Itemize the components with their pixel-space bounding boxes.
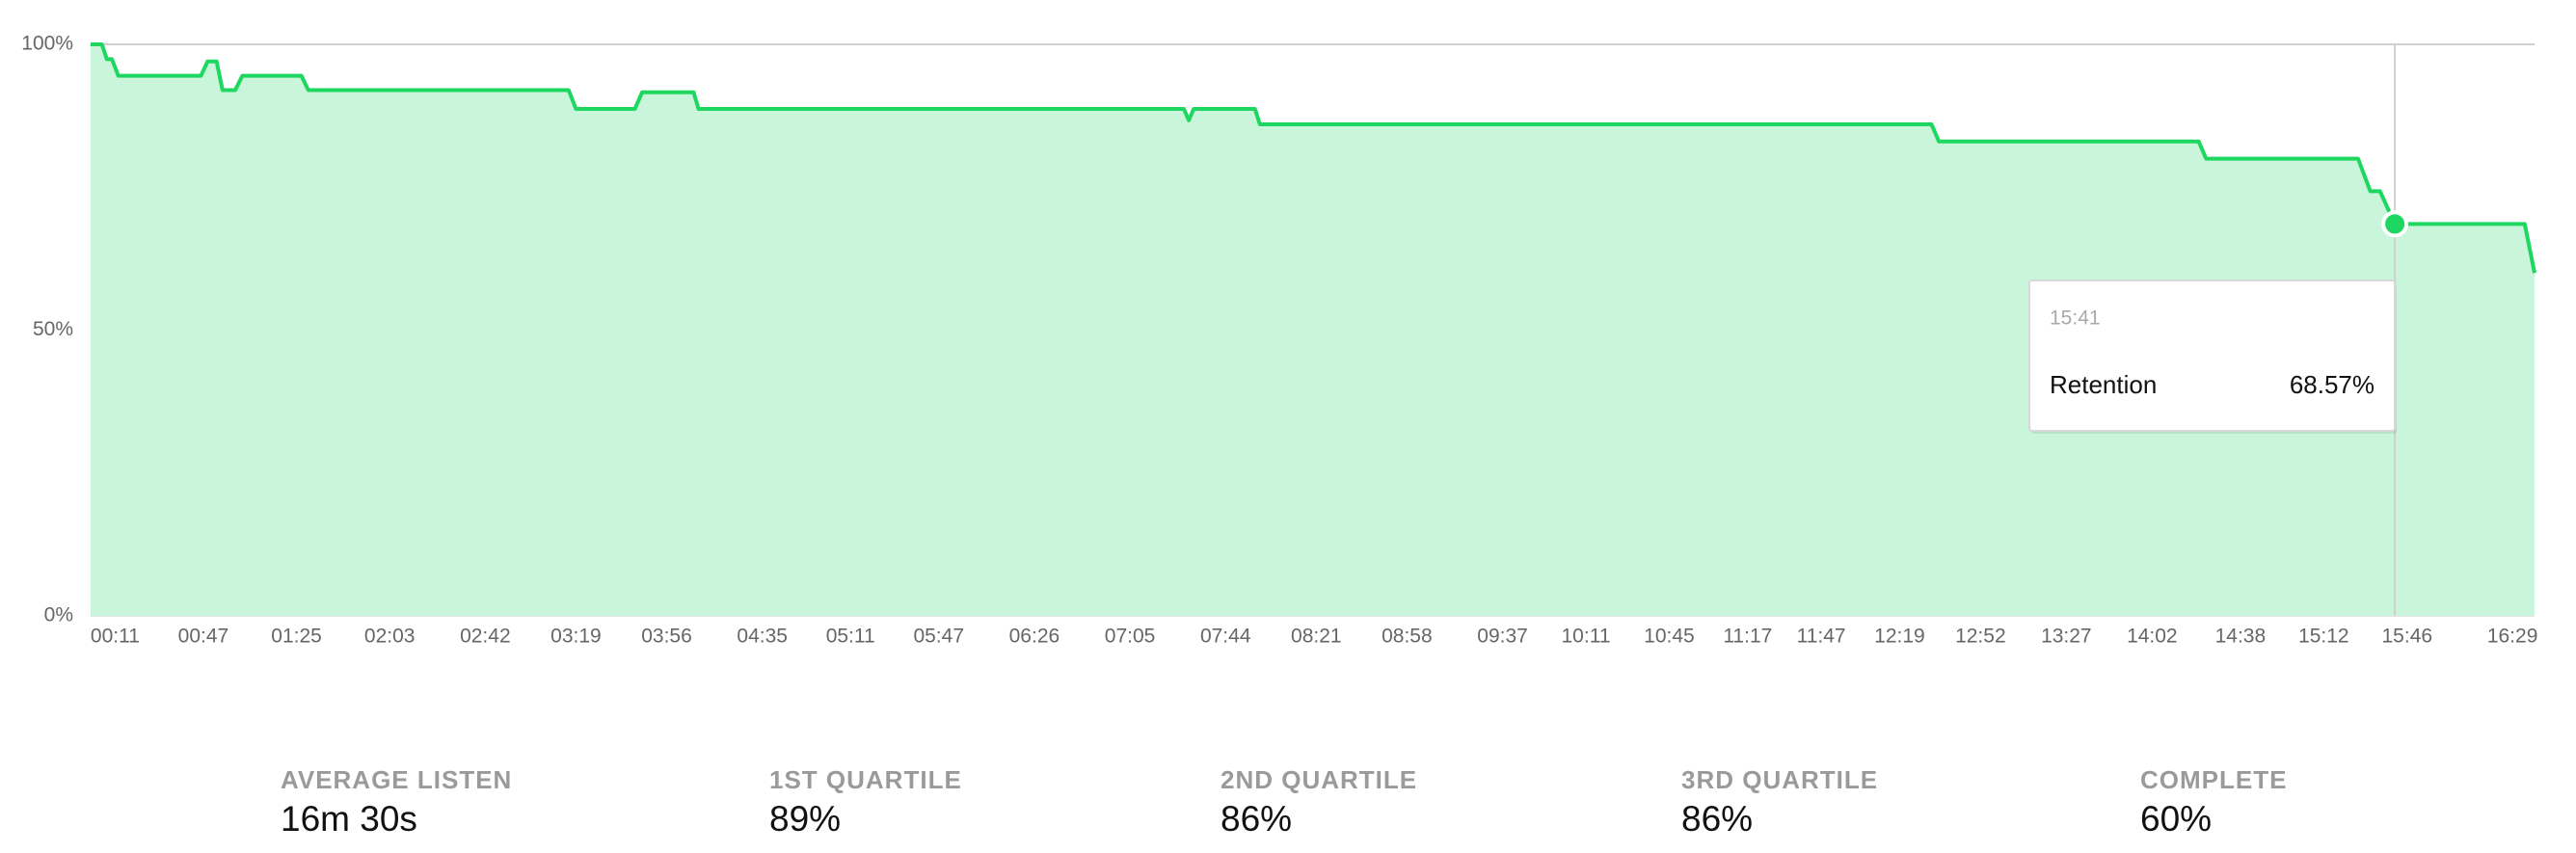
stat-value: 86% <box>1221 799 1292 839</box>
x-tick-label: 08:58 <box>1382 626 1433 648</box>
x-tick-label: 05:47 <box>913 626 964 648</box>
x-tick-label: 06:26 <box>1009 626 1060 648</box>
x-tick-label: 15:12 <box>2298 626 2349 648</box>
x-tick-label: 15:46 <box>2382 626 2433 648</box>
x-tick-label: 03:56 <box>641 626 692 648</box>
tooltip-series: Retention <box>2050 370 2157 399</box>
x-tick-label: 05:11 <box>826 626 875 648</box>
stat-label: 3RD QUARTILE <box>1681 765 1878 794</box>
hover-point <box>2381 210 2409 238</box>
stat-label: AVERAGE LISTEN <box>281 765 512 794</box>
stat-value: 89% <box>769 799 841 839</box>
y-tick-label: 50% <box>33 318 73 340</box>
stat-value: 16m 30s <box>281 799 417 839</box>
y-tick-label: 100% <box>21 33 73 55</box>
x-tick-label: 00:47 <box>178 626 229 648</box>
x-tick-label: 00:11 <box>91 626 140 648</box>
tooltip-time: 15:41 <box>2050 307 2101 330</box>
x-tick-label: 12:19 <box>1874 626 1925 648</box>
stat-label: COMPLETE <box>2140 765 2287 794</box>
x-tick-label: 08:21 <box>1291 626 1342 648</box>
x-tick-label: 02:03 <box>364 626 416 648</box>
stat-value: 86% <box>1681 799 1753 839</box>
x-tick-label: 01:25 <box>271 626 322 648</box>
stat-value: 60% <box>2140 799 2212 839</box>
x-tick-label: 02:42 <box>460 626 511 648</box>
x-tick-label: 10:11 <box>1562 626 1611 648</box>
tooltip-value: 68.57% <box>2290 370 2375 399</box>
line <box>91 42 2536 274</box>
x-tick-label: 11:47 <box>1797 626 1846 648</box>
x-tick-label: 07:44 <box>1200 626 1251 648</box>
x-tick-label: 04:35 <box>737 626 788 648</box>
stat-label: 2ND QUARTILE <box>1221 765 1417 794</box>
stat-label: 1ST QUARTILE <box>769 765 962 794</box>
tooltip <box>2028 280 2396 432</box>
x-tick-label: 16:29 <box>2487 626 2538 648</box>
x-tick-label: 09:37 <box>1477 626 1528 648</box>
x-tick-label: 11:17 <box>1723 626 1772 648</box>
x-tick-label: 03:19 <box>550 626 602 648</box>
x-tick-label: 10:45 <box>1644 626 1695 648</box>
x-tick-label: 12:52 <box>1955 626 2006 648</box>
y-tick-label: 0% <box>44 604 73 626</box>
x-tick-label: 14:38 <box>2215 626 2267 648</box>
x-tick-label: 07:05 <box>1105 626 1156 648</box>
x-tick-label: 14:02 <box>2127 626 2178 648</box>
area <box>91 44 2535 616</box>
x-tick-label: 13:27 <box>2041 626 2092 648</box>
